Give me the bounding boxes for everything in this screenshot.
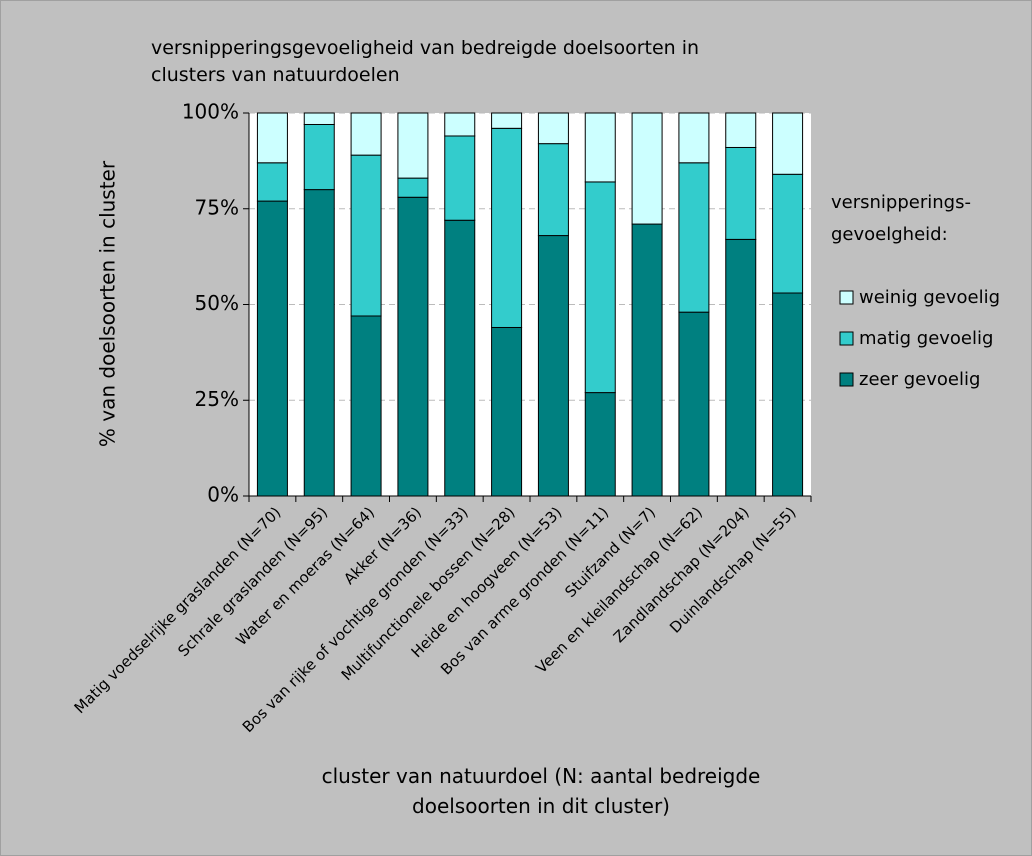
bar-segment bbox=[491, 127, 523, 328]
bar-segment bbox=[678, 311, 710, 497]
bar-segment bbox=[725, 238, 757, 497]
legend-swatch bbox=[839, 290, 854, 305]
x-tick-label: Bos van arme gronden (N=11) bbox=[437, 503, 612, 678]
bar-segment bbox=[256, 200, 288, 497]
bar-segment bbox=[678, 162, 710, 313]
legend-swatch bbox=[839, 331, 854, 346]
bar-segment bbox=[350, 154, 382, 317]
bar-segment bbox=[444, 219, 476, 497]
x-tick-label: Multifunctionele bossen (N=28) bbox=[338, 503, 519, 684]
x-axis-label: cluster van natuurdoel (N: aantal bedrei… bbox=[321, 764, 761, 818]
bar-segment bbox=[303, 123, 335, 191]
bar-segment bbox=[725, 146, 757, 240]
bar-segment bbox=[303, 112, 335, 125]
bar-segment bbox=[772, 292, 804, 497]
chart-title: versnipperingsgevoeligheid van bedreigde… bbox=[151, 37, 700, 86]
bar-segment bbox=[397, 177, 429, 198]
bar-segment bbox=[397, 196, 429, 497]
bar-segment bbox=[491, 326, 523, 497]
bar-segment bbox=[772, 173, 804, 294]
y-axis-label: % van doelsoorten in cluster bbox=[96, 160, 120, 447]
bar-segment bbox=[303, 189, 335, 497]
legend-label: weinig gevoelig bbox=[859, 287, 1000, 308]
bar-segment bbox=[584, 181, 616, 394]
y-tick-label: 25% bbox=[195, 387, 239, 411]
x-tick-label: Matig voedselrijke graslanden (N=70) bbox=[71, 503, 285, 717]
bar-segment bbox=[444, 135, 476, 221]
bar-segment bbox=[537, 112, 569, 145]
bar-segment bbox=[350, 112, 382, 156]
bar-segment bbox=[256, 112, 288, 164]
y-tick-label: 0% bbox=[207, 483, 239, 507]
y-tick-label: 100% bbox=[182, 100, 239, 124]
legend-swatch bbox=[839, 372, 854, 387]
bar-segment bbox=[725, 112, 757, 148]
legend-title: versnipperings-gevoelgheid: bbox=[831, 192, 971, 245]
bar-segment bbox=[631, 112, 663, 225]
bar-segment bbox=[350, 315, 382, 497]
legend-label: zeer gevoelig bbox=[859, 369, 980, 390]
y-tick-label: 75% bbox=[195, 195, 239, 219]
bar-segment bbox=[537, 235, 569, 497]
legend-label: matig gevoelig bbox=[859, 328, 993, 349]
y-tick-label: 50% bbox=[195, 291, 239, 315]
bar-segment bbox=[444, 112, 476, 137]
bar-segment bbox=[491, 112, 523, 129]
bar-segment bbox=[772, 112, 804, 175]
bar-segment bbox=[537, 143, 569, 237]
bar-segment bbox=[256, 162, 288, 202]
bar-segment bbox=[584, 392, 616, 497]
bar-segment bbox=[678, 112, 710, 164]
bar-segment bbox=[584, 112, 616, 183]
bar-segment bbox=[397, 112, 429, 179]
bar-segment bbox=[631, 223, 663, 497]
